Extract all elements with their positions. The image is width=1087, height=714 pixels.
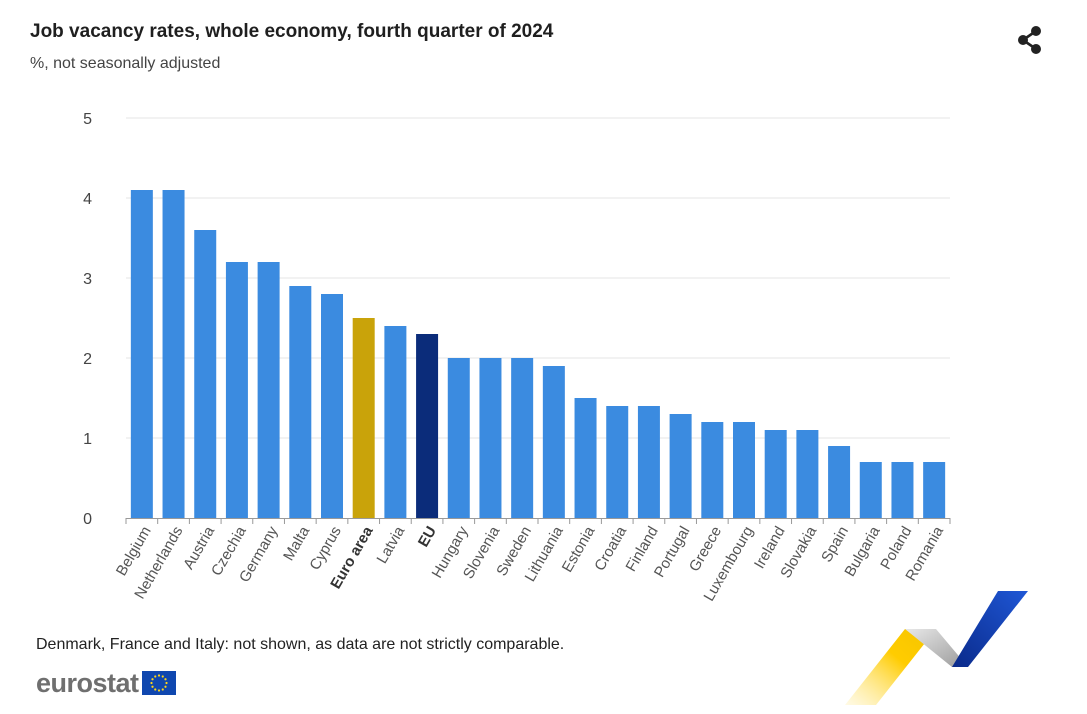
- bar: [828, 446, 851, 518]
- eu-flag-icon: [141, 671, 176, 695]
- bar: [384, 326, 407, 518]
- bar: [225, 262, 248, 518]
- logo-text: eurostat: [36, 667, 139, 698]
- flag-star: [161, 675, 164, 678]
- flag-star: [157, 674, 160, 677]
- bar: [574, 398, 597, 518]
- bar-chart: 012345BelgiumNetherlandsAustriaCzechiaGe…: [83, 111, 951, 604]
- share-button[interactable]: [1014, 24, 1046, 56]
- y-tick-label: 0: [83, 511, 92, 528]
- bar: [194, 230, 217, 518]
- flag-star: [149, 681, 153, 685]
- flag-star: [150, 685, 154, 688]
- bar: [542, 366, 565, 518]
- y-tick-label: 5: [83, 111, 92, 128]
- category-label: Spain: [818, 523, 852, 565]
- category-label: Estonia: [559, 523, 599, 575]
- flag-star: [163, 685, 167, 688]
- y-tick-label: 1: [83, 431, 92, 448]
- bar: [289, 286, 312, 518]
- flag-star: [161, 688, 164, 691]
- flag-star: [163, 678, 167, 681]
- bar: [764, 430, 787, 518]
- bar: [479, 358, 502, 518]
- bar: [796, 430, 819, 518]
- share-icon: [1018, 26, 1041, 54]
- bar: [162, 190, 185, 518]
- bar: [923, 462, 946, 518]
- y-tick-label: 2: [83, 351, 92, 368]
- bar: [606, 406, 629, 518]
- flag-star: [164, 681, 168, 685]
- bar: [416, 334, 439, 518]
- bar: [669, 414, 692, 518]
- chart-footnote: Denmark, France and Italy: not shown, as…: [36, 636, 565, 653]
- category-label: Latvia: [374, 523, 409, 567]
- bar: [733, 422, 755, 518]
- bar: [257, 262, 280, 518]
- bar: [447, 358, 470, 518]
- flag-star: [150, 678, 154, 681]
- bar: [701, 422, 724, 518]
- bar: [321, 294, 343, 518]
- decorative-ribbon: [845, 591, 1028, 705]
- category-label: EU: [415, 523, 440, 550]
- flag-star: [157, 689, 160, 692]
- bar: [352, 318, 375, 518]
- y-tick-label: 4: [83, 191, 92, 208]
- category-label: Malta: [280, 523, 313, 564]
- bar: [130, 190, 153, 518]
- bar: [637, 406, 660, 518]
- chart-title: Job vacancy rates, whole economy, fourth…: [30, 21, 554, 42]
- bar: [859, 462, 882, 518]
- flag-star: [153, 675, 156, 678]
- y-tick-label: 3: [83, 271, 92, 288]
- bar: [511, 358, 534, 518]
- flag-star: [153, 688, 156, 691]
- eurostat-logo: eurostat: [36, 668, 176, 698]
- bar: [891, 462, 914, 518]
- chart-subtitle: %, not seasonally adjusted: [30, 55, 221, 72]
